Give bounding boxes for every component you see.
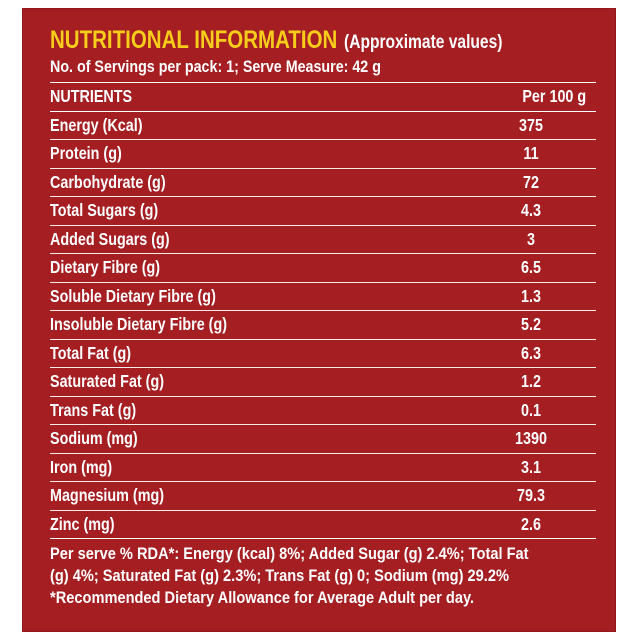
table-row: Trans Fat (g) 0.1	[50, 395, 596, 425]
table-row: Soluble Dietary Fibre (g) 1.3	[50, 281, 596, 311]
nutrient-name: Insoluble Dietary Fibre (g)	[50, 314, 228, 335]
nutrient-name: Carbohydrate (g)	[50, 171, 166, 192]
nutrient-name: Added Sugars (g)	[50, 228, 170, 249]
header-nutrients: NUTRIENTS	[50, 86, 133, 107]
nutrient-value: 6.5	[521, 257, 541, 278]
nutrient-value: 1.2	[521, 371, 541, 392]
nutrient-value: 1390	[515, 428, 547, 449]
nutrient-name: Magnesium (mg)	[50, 485, 165, 506]
table-row: Added Sugars (g) 3	[50, 224, 596, 254]
nutrient-value: 5.2	[521, 314, 541, 335]
table-row: Energy (Kcal) 375	[50, 110, 596, 140]
nutrition-table: NUTRIENTS Per 100 g Energy (Kcal) 375 Prot…	[50, 82, 596, 539]
nutrient-name: Soluble Dietary Fibre (g)	[50, 285, 216, 306]
nutrient-value: 3	[527, 228, 535, 249]
nutrient-name: Zinc (mg)	[50, 513, 115, 534]
table-body: Energy (Kcal) 375 Protein (g) 11 Carbohydrat…	[50, 110, 596, 539]
nutrient-value: 1.3	[521, 285, 541, 306]
panel-subtitle: (Approximate values)	[344, 32, 503, 53]
nutrient-name: Energy (Kcal)	[50, 114, 143, 135]
nutrient-value: 6.3	[521, 342, 541, 363]
rda-footnote: Per serve % RDA*: Energy (kcal) 8%; Adde…	[50, 543, 566, 609]
nutrient-name: Protein (g)	[50, 143, 122, 164]
nutrient-name: Dietary Fibre (g)	[50, 257, 161, 278]
nutrient-value: 375	[519, 114, 543, 135]
table-row: Zinc (mg) 2.6	[50, 509, 596, 539]
footnote-line-1: Per serve % RDA*: Energy (kcal) 8%; Adde…	[50, 544, 529, 563]
table-bottom-rule	[50, 538, 596, 539]
table-header-row: NUTRIENTS Per 100 g	[50, 82, 596, 111]
table-row: Carbohydrate (g) 72	[50, 167, 596, 197]
header-per-100g: Per 100 g	[522, 86, 587, 107]
table-row: Total Fat (g) 6.3	[50, 338, 596, 368]
footnote-line-2: (g) 4%; Saturated Fat (g) 2.3%; Trans Fa…	[50, 566, 509, 585]
serving-info: No. of Servings per pack: 1; Serve Measu…	[50, 57, 381, 76]
table-row: Protein (g) 11	[50, 139, 596, 168]
title-line: NUTRITIONAL INFORMATION (Approximate valu…	[50, 26, 596, 56]
table-row: Dietary Fibre (g) 6.5	[50, 253, 596, 282]
nutrient-name: Total Sugars (g)	[50, 200, 159, 221]
nutrition-panel: NUTRITIONAL INFORMATION (Approximate valu…	[22, 8, 616, 632]
nutrient-name: Saturated Fat (g)	[50, 371, 165, 392]
table-row: Total Sugars (g) 4.3	[50, 196, 596, 225]
nutrient-name: Sodium (mg)	[50, 428, 138, 449]
footnote-line-3: *Recommended Dietary Allowance for Avera…	[50, 588, 475, 607]
table-row: Saturated Fat (g) 1.2	[50, 367, 596, 396]
nutrient-name: Iron (mg)	[50, 456, 113, 477]
table-row: Insoluble Dietary Fibre (g) 5.2	[50, 310, 596, 339]
table-row: Iron (mg) 3.1	[50, 452, 596, 482]
nutrient-value: 3.1	[521, 456, 541, 477]
table-row: Magnesium (mg) 79.3	[50, 481, 596, 510]
panel-title: NUTRITIONAL INFORMATION	[50, 26, 338, 54]
nutrient-value: 2.6	[521, 513, 541, 534]
nutrient-name: Total Fat (g)	[50, 342, 132, 363]
nutrient-value: 11	[523, 143, 539, 164]
nutrient-name: Trans Fat (g)	[50, 399, 137, 420]
nutrient-value: 4.3	[521, 200, 541, 221]
table-row: Sodium (mg) 1390	[50, 424, 596, 453]
nutrient-value: 72	[523, 171, 539, 192]
nutrient-value: 79.3	[517, 485, 545, 506]
nutrient-value: 0.1	[521, 399, 541, 420]
